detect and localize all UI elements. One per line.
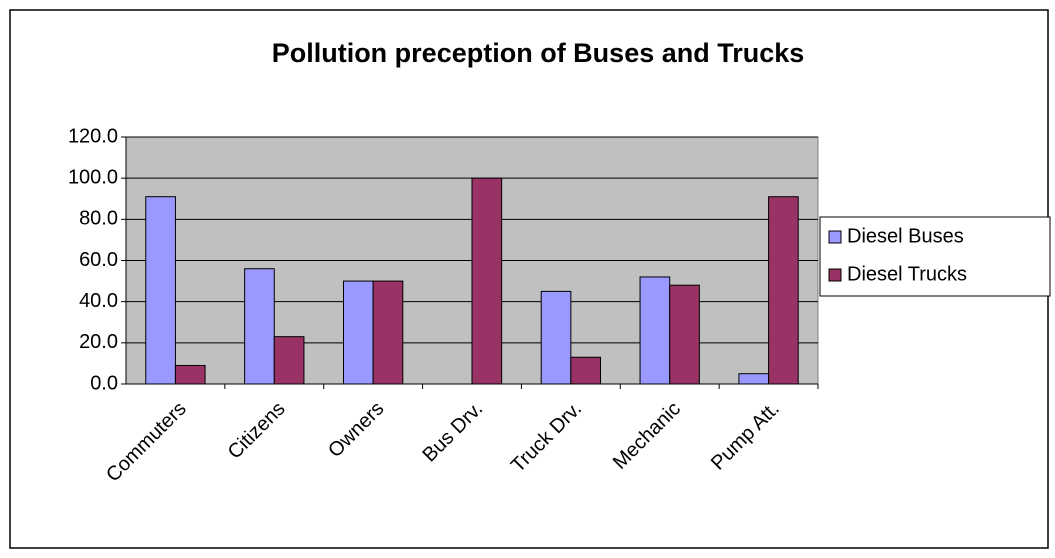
y-tick-label: 20.0 xyxy=(79,331,118,353)
y-tick-label: 0.0 xyxy=(90,372,118,394)
bar xyxy=(174,364,206,385)
bar xyxy=(570,356,602,385)
bar xyxy=(768,196,799,385)
y-tick-label: 100.0 xyxy=(68,166,118,188)
legend-swatch xyxy=(828,268,842,282)
legend-box xyxy=(819,216,1051,297)
bar xyxy=(342,280,374,385)
y-tick-label: 80.0 xyxy=(79,208,118,230)
bar xyxy=(145,196,176,385)
y-tick-label: 40.0 xyxy=(79,290,118,312)
legend-swatch xyxy=(828,230,842,244)
bar xyxy=(244,268,275,385)
bar xyxy=(540,290,572,385)
bar xyxy=(372,280,404,385)
bar xyxy=(669,284,700,385)
legend-label: Diesel Buses xyxy=(847,225,964,247)
bar xyxy=(639,276,671,385)
bar xyxy=(273,336,305,385)
legend-label: Diesel Trucks xyxy=(847,263,967,285)
y-tick-label: 60.0 xyxy=(79,249,118,271)
bar xyxy=(738,373,770,385)
y-tick-label: 120.0 xyxy=(68,125,118,147)
chart-title: Pollution preception of Buses and Trucks xyxy=(272,38,805,68)
bar xyxy=(471,177,503,385)
